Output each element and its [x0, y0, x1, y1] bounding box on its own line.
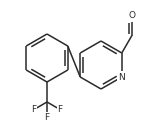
Text: N: N: [118, 72, 125, 82]
Text: F: F: [57, 105, 62, 114]
Text: F: F: [44, 113, 49, 121]
Text: O: O: [128, 11, 135, 20]
Text: F: F: [31, 105, 36, 114]
